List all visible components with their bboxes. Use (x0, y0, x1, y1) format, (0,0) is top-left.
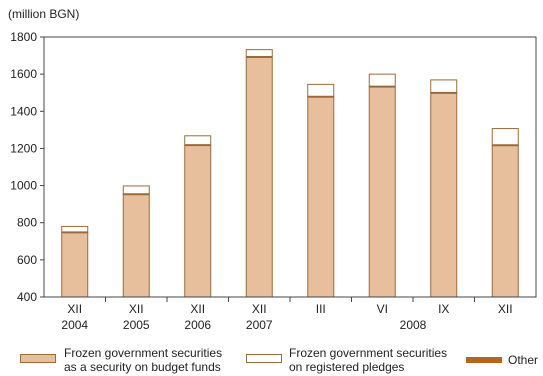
x-tick-label: III (316, 302, 326, 316)
bar-budget-funds (368, 86, 396, 298)
x-tick-label: IX (438, 302, 449, 316)
y-tick-label: 1800 (10, 30, 37, 44)
legend: Frozen government securities as a securi… (0, 340, 543, 376)
y-tick-label: 1200 (10, 141, 37, 155)
bar-registered-pledges (307, 83, 335, 98)
plot-frame (43, 36, 537, 298)
x-year-label: 2008 (400, 318, 427, 332)
x-year-label: 2004 (61, 318, 88, 332)
legend-text-other: Other (508, 353, 539, 367)
bar-budget-funds (122, 193, 150, 298)
bar-budget-funds (430, 92, 458, 298)
bars (61, 49, 519, 298)
x-tick-label: XII (190, 302, 205, 316)
legend-pledges-line2: on registered pledges (289, 360, 405, 374)
y-tick-label: 1400 (10, 104, 37, 118)
bar-budget-funds (245, 56, 273, 298)
bar-registered-pledges (122, 185, 150, 195)
legend-text-registered-pledges: Frozen government securities on register… (289, 346, 447, 374)
bar-registered-pledges (430, 79, 458, 94)
legend-text-budget-funds: Frozen government securities as a securi… (64, 346, 222, 374)
x-tick-label: VI (377, 302, 388, 316)
y-tick-label: 600 (17, 253, 37, 267)
x-tick-label: XII (498, 302, 513, 316)
y-axis-ticks: 400 600 800 1000 1200 1400 1600 1800 (10, 30, 44, 304)
y-tick-label: 400 (17, 290, 37, 304)
x-year-label: 2007 (246, 318, 273, 332)
legend-swatch-registered-pledges (246, 354, 282, 363)
legend-pledges-line1: Frozen government securities (289, 346, 448, 360)
unit-label: (million BGN) (8, 7, 79, 21)
y-tick-label: 800 (17, 216, 37, 230)
bar-budget-funds (307, 96, 335, 298)
bar-budget-funds (491, 144, 519, 298)
x-tick-label: XII (252, 302, 267, 316)
x-axis-ticks: XII XII XII XII III VI IX XII 2004 2005 2006 2007 20… (61, 297, 513, 332)
legend-swatch-other (466, 357, 502, 363)
legend-budget-line2: as a security on budget funds (64, 360, 221, 374)
bar-budget-funds (61, 231, 89, 298)
y-tick-label: 1000 (10, 179, 37, 193)
legend-budget-line1: Frozen government securities (64, 346, 223, 360)
bar-registered-pledges (184, 135, 212, 146)
bar-budget-funds (184, 144, 212, 298)
bar-registered-pledges (368, 73, 396, 88)
bar-registered-pledges (491, 128, 519, 146)
chart-svg: (million BGN) 400 600 800 1000 1200 1400 1600 1… (8, 7, 537, 332)
x-tick-label: XII (67, 302, 82, 316)
bar-registered-pledges (245, 49, 273, 58)
y-tick-label: 1600 (10, 67, 37, 81)
x-year-label: 2005 (123, 318, 150, 332)
x-tick-label: XII (129, 302, 144, 316)
x-year-label: 2006 (184, 318, 211, 332)
legend-swatch-budget-funds (20, 354, 56, 363)
